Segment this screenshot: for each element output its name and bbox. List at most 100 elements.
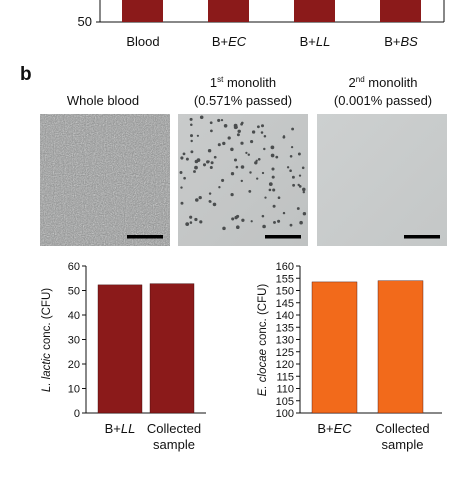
y-tick-label: 125: [276, 347, 294, 359]
cell-dot: [261, 124, 264, 128]
cell-dot: [213, 155, 217, 159]
cell-dot: [255, 159, 258, 162]
cell-dot: [250, 220, 253, 223]
cell-dot: [302, 212, 307, 216]
cell-dot: [208, 200, 212, 203]
image-title-second-monolith: 2nd monolith: [349, 75, 418, 90]
cell-dot: [189, 117, 193, 121]
y-tick-label: 130: [276, 335, 294, 347]
cell-dot: [230, 192, 234, 197]
cell-dot: [277, 196, 281, 200]
cell-dot: [250, 140, 254, 144]
panel-a-ytick-label: 50: [78, 14, 92, 29]
y-tick-label: 155: [276, 273, 294, 285]
cell-dot: [268, 188, 272, 192]
cell-dot: [235, 165, 239, 169]
cell-dot: [218, 186, 221, 189]
cell-dot: [189, 215, 193, 219]
cell-dot: [196, 134, 199, 137]
panel-a-bar-b-bs: [380, 0, 421, 22]
cell-dot: [240, 165, 245, 169]
y-tick-label: 115: [276, 371, 294, 383]
y-tick-label: 150: [276, 286, 294, 298]
cell-dot: [263, 147, 266, 151]
cell-dot: [272, 204, 276, 208]
cell-dot: [230, 147, 234, 152]
panel-a-cat-b-ec: B+EC: [212, 34, 247, 49]
cell-dot: [240, 179, 243, 183]
cell-dot: [260, 131, 264, 134]
cell-dot: [236, 133, 240, 137]
cell-dot: [241, 218, 245, 222]
y-tick-label: 30: [68, 335, 80, 347]
cell-dot: [210, 161, 214, 165]
y-tick-label: 60: [68, 261, 80, 273]
y-tick-label: 40: [68, 310, 80, 322]
y-axis-label: L. lactic conc. (CFU): [41, 288, 53, 392]
cell-dot: [297, 183, 300, 187]
scale-bar: [265, 235, 301, 239]
cell-dot: [289, 223, 293, 227]
cell-dot: [275, 155, 279, 159]
cell-dot: [194, 165, 198, 170]
micrograph-second-monolith: [317, 114, 447, 246]
y-tick-label: 0: [74, 408, 80, 420]
image-subtitle-second-monolith: (0.001% passed): [334, 93, 432, 108]
cell-dot: [199, 220, 203, 224]
y-tick-label: 160: [276, 261, 294, 273]
cell-dot: [234, 215, 238, 220]
cell-dot: [217, 143, 221, 147]
panel-a-cat-blood: Blood: [126, 34, 159, 49]
micrograph-first-monolith: [178, 114, 308, 246]
image-title-first-monolith: 1st monolith: [210, 75, 276, 90]
category-label: B+LL: [105, 421, 136, 436]
cell-dot: [263, 134, 267, 138]
cell-dot: [261, 214, 265, 218]
cell-dots: [179, 115, 307, 231]
cell-dot: [198, 195, 202, 200]
cell-dot: [289, 155, 293, 158]
cell-dot: [302, 187, 306, 192]
cell-dot: [291, 127, 295, 131]
cell-dot: [190, 139, 193, 143]
cell-dot: [277, 219, 281, 223]
cell-dot: [256, 125, 260, 129]
y-tick-label: 105: [276, 396, 294, 408]
cell-dot: [286, 166, 290, 169]
cell-dot: [190, 134, 193, 138]
cell-dot: [233, 158, 238, 162]
cell-dot: [297, 152, 301, 156]
cell-dot: [209, 165, 213, 170]
cell-dot: [301, 166, 305, 170]
cell-dot: [240, 141, 244, 145]
y-tick-label: 10: [68, 384, 80, 396]
y-tick-label: 135: [276, 322, 294, 334]
category-label: Collected sample: [147, 421, 201, 452]
cell-dot: [185, 222, 190, 226]
category-label: Collected sample: [375, 421, 429, 452]
cell-dot: [196, 158, 201, 162]
cell-dot: [217, 118, 221, 122]
cell-dot: [207, 160, 210, 163]
bar: [149, 283, 195, 414]
cell-dot: [231, 217, 235, 221]
cell-dot: [222, 141, 226, 146]
cell-dot: [290, 145, 294, 149]
cell-dot: [249, 171, 252, 174]
cell-dot: [282, 135, 286, 139]
cell-dot: [262, 224, 266, 229]
cell-dot: [199, 115, 204, 120]
image-subtitle-first-monolith: (0.571% passed): [194, 93, 292, 108]
cell-dot: [194, 217, 198, 222]
cell-dot: [271, 167, 275, 171]
panel-a-bar-b-ec: [208, 0, 249, 22]
cell-dot: [210, 129, 213, 133]
cell-dot: [257, 157, 261, 161]
cell-dot: [183, 176, 186, 180]
scale-bar: [404, 235, 440, 239]
cell-dot: [212, 202, 217, 207]
cell-dot: [223, 124, 228, 128]
cell-dot: [256, 177, 259, 180]
